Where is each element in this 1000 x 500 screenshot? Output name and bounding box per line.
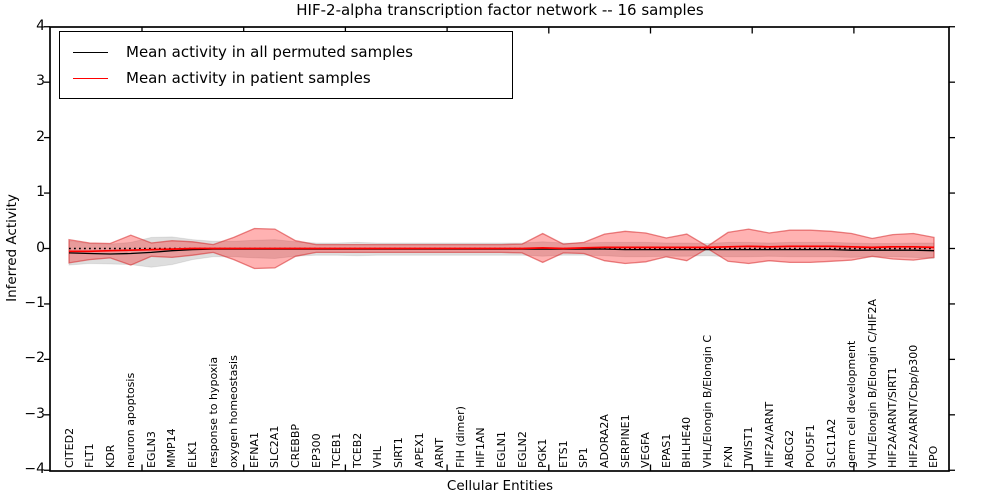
x-category-label: EPO <box>927 445 941 468</box>
x-category-label: EP300 <box>309 433 323 468</box>
x-category-label: EPAS1 <box>659 433 673 468</box>
x-category-label: MMP14 <box>165 428 179 468</box>
x-category-label: SP1 <box>577 447 591 468</box>
x-category-label: neuron apoptosis <box>124 372 138 468</box>
x-axis-label: Cellular Entities <box>446 478 554 494</box>
x-category-label: BHLHE40 <box>680 416 694 468</box>
legend-line-permuted-icon <box>73 51 108 53</box>
y-tick-label: 4 <box>36 17 45 34</box>
y-tick-label: −3 <box>24 405 45 422</box>
x-category-label: HIF1AN <box>474 427 488 468</box>
chart-title: HIF-2-alpha transcription factor network… <box>296 1 704 19</box>
x-category-label: CITED2 <box>62 427 76 468</box>
x-category-label: FIH (dimer) <box>453 406 467 468</box>
y-tick-label: −1 <box>24 294 45 311</box>
x-category-label: PGK1 <box>536 438 550 468</box>
x-category-label: SERPINE1 <box>618 414 632 468</box>
x-category-label: KDR <box>103 444 117 468</box>
y-tick-label: 3 <box>36 73 45 90</box>
x-category-label: FLT1 <box>83 443 97 468</box>
x-category-label: TCEB2 <box>350 432 364 468</box>
x-category-label: CREBBP <box>289 424 303 468</box>
y-tick-label: 0 <box>36 239 45 256</box>
x-category-label: TCEB1 <box>330 432 344 468</box>
legend-entry-patient: Mean activity in patient samples <box>73 65 512 91</box>
x-category-label: ARNT <box>433 437 447 468</box>
legend-label-permuted: Mean activity in all permuted samples <box>126 43 413 61</box>
x-category-label: ELK1 <box>186 440 200 468</box>
x-category-label: HIF2A/ARNT/Cbp/p300 <box>906 344 920 468</box>
x-category-label: SLC11A2 <box>824 418 838 468</box>
x-category-label: response to hypoxia <box>206 356 220 468</box>
y-tick-label: −4 <box>24 461 45 478</box>
x-category-label: EGLN2 <box>515 431 529 468</box>
legend-line-patient-icon <box>73 77 108 79</box>
legend-entry-permuted: Mean activity in all permuted samples <box>73 39 512 65</box>
legend-label-patient: Mean activity in patient samples <box>126 69 371 87</box>
x-category-label: ABCG2 <box>783 429 797 468</box>
x-category-label: EGLN1 <box>494 431 508 468</box>
y-tick-label: 1 <box>36 184 45 201</box>
x-category-label: VHL/Elongin B/Elongin C/HIF2A <box>865 298 879 468</box>
x-category-label: POU5F1 <box>803 424 817 468</box>
legend: Mean activity in all permuted samples Me… <box>59 31 513 99</box>
x-category-label: EGLN3 <box>144 431 158 468</box>
x-category-label: APEX1 <box>412 432 426 468</box>
x-category-label: germ cell development <box>845 340 859 468</box>
x-category-label: VHL/Elongin B/Elongin C <box>700 335 714 468</box>
x-category-label: ADORA2A <box>597 414 611 468</box>
x-category-label: VHL <box>371 446 385 468</box>
x-category-label: HIF2A/ARNT <box>762 401 776 468</box>
patient-mean-line <box>69 245 935 253</box>
x-category-label: oxygen homeostasis <box>227 355 241 468</box>
x-category-label: SLC2A1 <box>268 425 282 468</box>
plot-area <box>68 227 935 270</box>
y-tick-label: 2 <box>36 128 45 145</box>
x-category-label: SIRT1 <box>392 437 406 468</box>
x-category-label: EFNA1 <box>247 431 261 468</box>
x-category-label: HIF2A/ARNT/SIRT1 <box>886 367 900 468</box>
x-category-label: TWIST1 <box>742 426 756 468</box>
x-category-label: ETS1 <box>556 440 570 468</box>
y-tick-label: −2 <box>24 350 45 367</box>
x-category-label: FXN <box>721 445 735 468</box>
x-category-label: VEGFA <box>639 432 653 468</box>
